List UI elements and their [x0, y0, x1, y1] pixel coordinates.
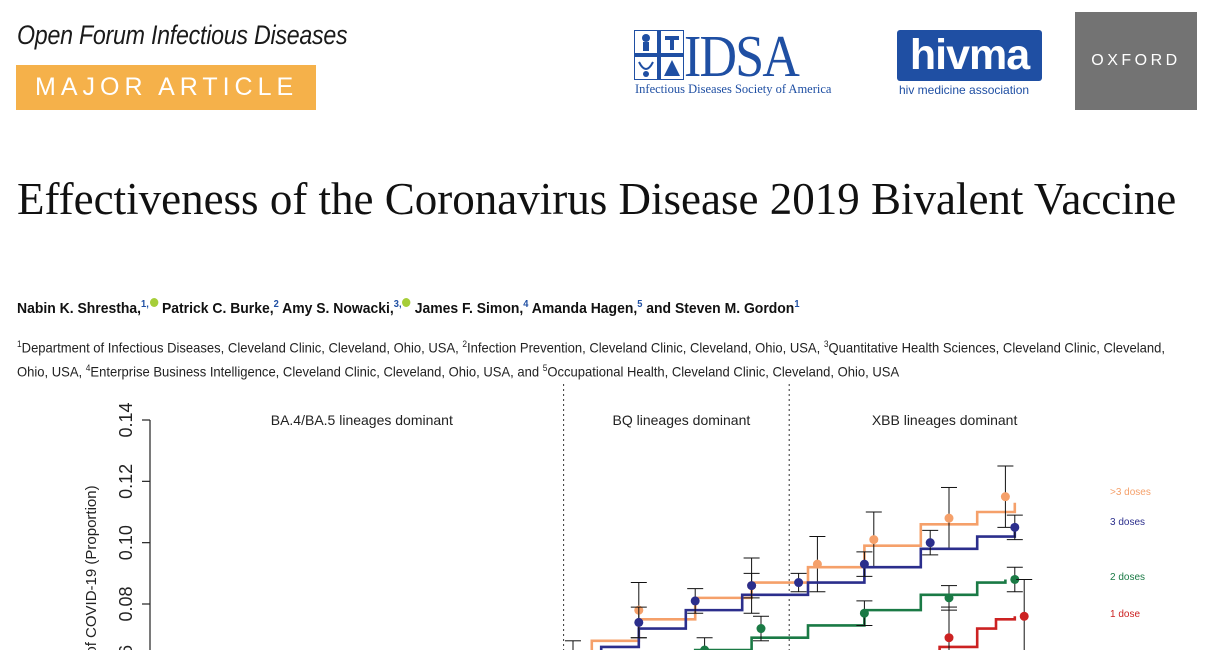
author-affiliation-ref[interactable]: 1 — [794, 299, 800, 310]
journal-name: Open Forum Infectious Diseases — [17, 20, 348, 50]
author-affiliation-ref[interactable]: 3, — [393, 299, 402, 310]
period-label: BQ lineages dominant — [613, 412, 751, 428]
data-point — [1019, 611, 1029, 621]
affiliation-list: 1Department of Infectious Diseases, Clev… — [17, 334, 1198, 381]
legend-label: 3 doses — [1110, 517, 1145, 528]
author-name: and Steven M. Gordon — [642, 300, 795, 317]
oxford-logo[interactable]: OXFORD — [1075, 12, 1197, 110]
period-label: XBB lineages dominant — [872, 412, 1018, 428]
data-point — [925, 538, 935, 548]
data-point — [1010, 522, 1020, 532]
affiliation-number: 3 — [823, 339, 829, 349]
cumulative-incidence-chart: 0.08 0.10 0.12 0.14 6 of COVID-19 (Proportion… — [83, 384, 1151, 650]
author-affiliation-ref[interactable]: 4 — [523, 299, 529, 310]
author-affiliation-ref[interactable]: 2 — [273, 299, 279, 310]
y-axis-tick-label: 0.12 — [116, 464, 136, 499]
series-line — [599, 527, 1017, 650]
hivma-wordmark-text: hivma — [909, 31, 1030, 79]
author-name: Patrick C. Burke, — [158, 300, 274, 317]
hivma-wordmark: hivma — [897, 30, 1042, 81]
y-axis-tick-label: 0.14 — [116, 402, 136, 437]
affiliation-text: Occupational Health, Cleveland Clinic, C… — [547, 363, 900, 380]
article-type-label: MAJOR ARTICLE — [35, 73, 299, 101]
oxford-wordmark: OXFORD — [1091, 52, 1181, 69]
data-point — [812, 559, 822, 569]
hivma-logo[interactable]: hivma hiv medicine association — [897, 30, 1047, 100]
data-point — [690, 596, 700, 606]
author-affiliation-ref[interactable]: 5 — [637, 299, 643, 310]
affiliation-text: Department of Infectious Diseases, Cleve… — [21, 339, 463, 356]
data-point — [1000, 492, 1010, 502]
author-name: Amanda Hagen, — [528, 300, 638, 317]
y-axis-label: of COVID-19 (Proportion) — [83, 485, 100, 650]
author-affiliation-ref[interactable]: 1, — [141, 299, 149, 310]
data-point — [1010, 574, 1020, 584]
data-point — [747, 581, 757, 591]
orcid-icon[interactable] — [149, 298, 159, 307]
data-point — [944, 513, 954, 523]
idsa-tagline: Infectious Diseases Society of America — [635, 82, 832, 96]
affiliation-number: 1 — [17, 339, 22, 349]
idsa-logo[interactable]: IDSA Infectious Diseases Society of Amer… — [634, 23, 884, 100]
y-axis-tick-label: 0.08 — [116, 586, 136, 621]
idsa-wordmark: IDSA — [684, 23, 800, 89]
hivma-tagline: hiv medicine association — [899, 83, 1030, 97]
article-title: Effectiveness of the Coronavirus Disease… — [17, 174, 1177, 224]
affiliation-number: 2 — [462, 339, 468, 349]
data-point — [869, 535, 879, 545]
series-line — [590, 502, 1017, 650]
legend-label: >3 doses — [1110, 487, 1151, 498]
data-point — [700, 645, 710, 650]
legend-label: 2 doses — [1110, 572, 1145, 583]
data-point — [859, 608, 869, 618]
affiliation-text: Infection Prevention, Cleveland Clinic, … — [467, 339, 824, 356]
data-point — [756, 624, 766, 634]
series-line — [693, 579, 1007, 650]
y-axis-tick-label: 6 — [116, 645, 136, 650]
article-type-badge: MAJOR ARTICLE — [16, 65, 316, 110]
data-point — [634, 617, 644, 627]
orcid-icon[interactable] — [402, 298, 411, 307]
data-point — [944, 633, 954, 643]
series-line — [938, 616, 1017, 650]
affiliation-number: 4 — [85, 362, 91, 373]
affiliation-number: 5 — [542, 362, 548, 373]
legend-label: 1 dose — [1110, 609, 1140, 620]
author-list: Nabin K. Shrestha,1, Patrick C. Burke,2 … — [17, 298, 799, 317]
affiliation-text: Enterprise Business Intelligence, Clevel… — [90, 363, 543, 380]
data-point — [859, 559, 869, 569]
y-axis-tick-label: 0.10 — [116, 525, 136, 560]
idsa-emblem-icon — [634, 30, 684, 80]
author-name: James F. Simon, — [410, 300, 524, 317]
period-label: BA.4/BA.5 lineages dominant — [271, 412, 453, 428]
affiliation-text: Quantitative Health Sciences, Cleveland … — [17, 339, 1166, 380]
author-name: Amy S. Nowacki, — [278, 300, 394, 317]
data-point — [794, 578, 804, 588]
data-point — [944, 593, 954, 603]
author-name: Nabin K. Shrestha, — [17, 300, 142, 317]
